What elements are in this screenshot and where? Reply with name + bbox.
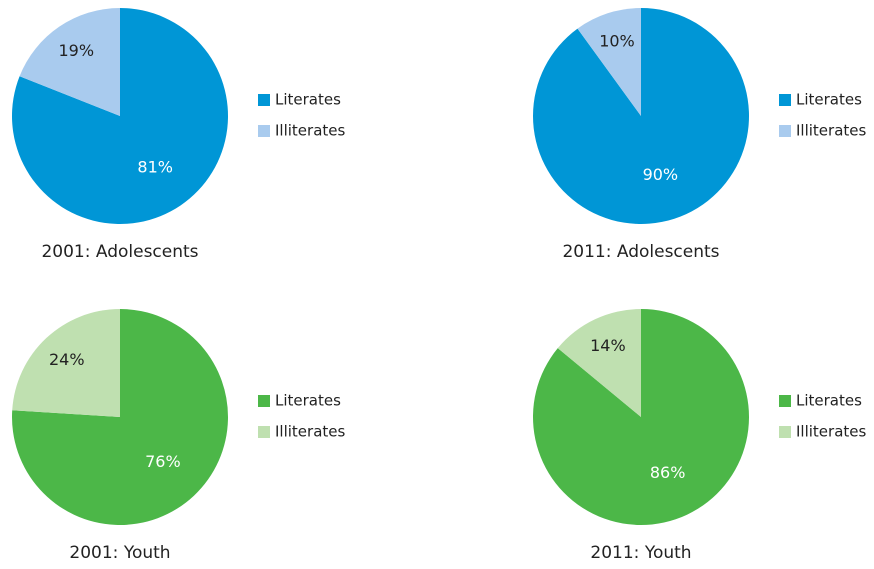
pie-slice [577, 7, 641, 116]
legend-swatch [779, 94, 791, 106]
chart-title: 2001: Youth [69, 543, 170, 563]
value-label: 19% [59, 41, 95, 60]
value-label: 81% [137, 157, 173, 176]
legend-swatch [258, 426, 270, 438]
value-label: 76% [145, 452, 181, 471]
pie-slice [532, 309, 749, 525]
legend-label: Literates [796, 91, 862, 109]
chart-title: 2011: Youth [590, 543, 691, 563]
value-label: 86% [650, 463, 686, 482]
legend-swatch [258, 125, 270, 137]
legend-swatch [779, 125, 791, 137]
value-label: 14% [590, 336, 626, 355]
chart-title: 2001: Adolescents [41, 242, 198, 262]
legend-label: Illiterates [275, 423, 346, 441]
legend-label: Illiterates [796, 122, 867, 140]
pie-slice [557, 309, 641, 417]
pie-slice [12, 309, 121, 417]
legend-label: Literates [275, 91, 341, 109]
legend-swatch [258, 94, 270, 106]
value-label: 24% [49, 350, 85, 369]
legend-label: Illiterates [796, 423, 867, 441]
value-label: 10% [599, 32, 635, 51]
legend-label: Literates [275, 392, 341, 410]
chart-title: 2011: Adolescents [562, 242, 719, 262]
legend-label: Illiterates [275, 122, 346, 140]
legend-label: Literates [796, 392, 862, 410]
legend-swatch [779, 395, 791, 407]
pie-slice [533, 8, 749, 225]
legend-swatch [779, 426, 791, 438]
legend-swatch [258, 395, 270, 407]
pie-slice [19, 8, 121, 116]
pie-slice [11, 8, 229, 224]
value-label: 90% [643, 165, 679, 184]
